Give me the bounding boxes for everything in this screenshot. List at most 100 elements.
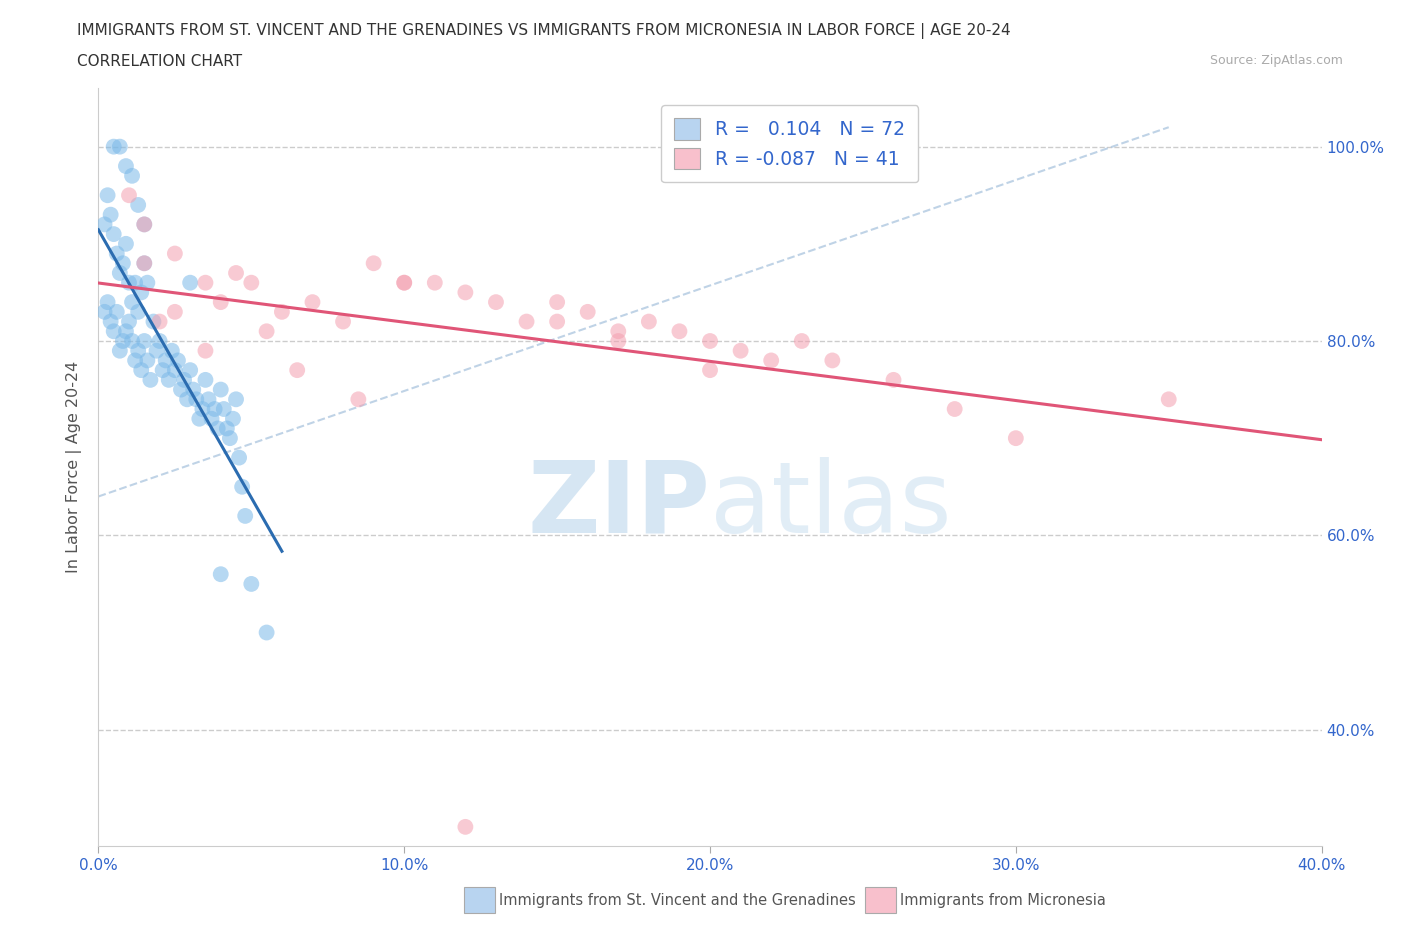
Point bbox=[233, 509, 256, 524]
Point bbox=[115, 236, 138, 251]
Text: atlas: atlas bbox=[710, 457, 952, 553]
Point bbox=[222, 411, 245, 426]
Point bbox=[134, 217, 156, 232]
Point bbox=[285, 363, 308, 378]
Point bbox=[546, 314, 568, 329]
Point bbox=[215, 421, 238, 436]
Point bbox=[103, 227, 125, 242]
Point bbox=[225, 392, 247, 406]
Point bbox=[301, 295, 323, 310]
Point bbox=[129, 285, 152, 299]
Point bbox=[240, 577, 263, 591]
Point bbox=[118, 314, 141, 329]
Point bbox=[546, 295, 568, 310]
Point bbox=[134, 334, 156, 349]
Point bbox=[204, 402, 226, 417]
Point bbox=[127, 343, 149, 358]
Point bbox=[256, 324, 278, 339]
Point bbox=[209, 566, 232, 581]
Point bbox=[108, 343, 131, 358]
Point bbox=[194, 372, 217, 387]
Point bbox=[485, 295, 508, 310]
Point bbox=[1157, 392, 1180, 406]
Point bbox=[111, 256, 134, 271]
Point bbox=[607, 334, 630, 349]
Point bbox=[155, 353, 177, 368]
Point bbox=[108, 140, 131, 154]
Point bbox=[454, 819, 477, 834]
Point bbox=[163, 363, 186, 378]
Point bbox=[197, 392, 219, 406]
Point bbox=[423, 275, 446, 290]
Point bbox=[231, 479, 253, 494]
Point bbox=[256, 625, 278, 640]
Text: IMMIGRANTS FROM ST. VINCENT AND THE GRENADINES VS IMMIGRANTS FROM MICRONESIA IN : IMMIGRANTS FROM ST. VINCENT AND THE GREN… bbox=[77, 23, 1011, 39]
Point bbox=[759, 353, 782, 368]
Point bbox=[730, 343, 752, 358]
Point bbox=[943, 402, 966, 417]
Point bbox=[699, 363, 721, 378]
Point bbox=[103, 324, 125, 339]
Point bbox=[176, 392, 198, 406]
Point bbox=[170, 382, 193, 397]
Point bbox=[139, 372, 162, 387]
Point bbox=[129, 363, 152, 378]
Point bbox=[100, 207, 122, 222]
Point bbox=[194, 275, 217, 290]
Point bbox=[105, 246, 128, 261]
Point bbox=[134, 256, 156, 271]
Point bbox=[225, 266, 247, 281]
Text: Immigrants from St. Vincent and the Grenadines: Immigrants from St. Vincent and the Gren… bbox=[499, 893, 856, 908]
Point bbox=[149, 334, 172, 349]
Point bbox=[97, 295, 120, 310]
Point bbox=[173, 372, 195, 387]
Point bbox=[179, 275, 201, 290]
Point bbox=[163, 246, 186, 261]
Point bbox=[194, 343, 217, 358]
Point bbox=[392, 275, 416, 290]
Point bbox=[699, 334, 721, 349]
Point bbox=[134, 217, 156, 232]
Point bbox=[181, 382, 204, 397]
Point bbox=[93, 217, 115, 232]
Point bbox=[127, 197, 149, 212]
Point bbox=[163, 304, 186, 319]
Point bbox=[118, 188, 141, 203]
Point bbox=[136, 275, 159, 290]
Point bbox=[454, 285, 477, 299]
Y-axis label: In Labor Force | Age 20-24: In Labor Force | Age 20-24 bbox=[66, 361, 83, 574]
Point bbox=[228, 450, 250, 465]
Point bbox=[115, 324, 138, 339]
Point bbox=[332, 314, 354, 329]
Point bbox=[668, 324, 690, 339]
Point bbox=[152, 363, 174, 378]
Text: ZIP: ZIP bbox=[527, 457, 710, 553]
Point bbox=[200, 411, 222, 426]
Legend: R =   0.104   N = 72, R = -0.087   N = 41: R = 0.104 N = 72, R = -0.087 N = 41 bbox=[661, 105, 918, 182]
Point bbox=[124, 275, 146, 290]
Point bbox=[121, 334, 143, 349]
Point bbox=[516, 314, 538, 329]
Text: Source: ZipAtlas.com: Source: ZipAtlas.com bbox=[1209, 54, 1343, 67]
Point bbox=[121, 168, 143, 183]
Text: Immigrants from Micronesia: Immigrants from Micronesia bbox=[900, 893, 1105, 908]
Point bbox=[347, 392, 370, 406]
Point bbox=[149, 314, 172, 329]
Point bbox=[607, 324, 630, 339]
Point bbox=[157, 372, 180, 387]
Point bbox=[97, 188, 120, 203]
Point bbox=[160, 343, 183, 358]
Point bbox=[134, 256, 156, 271]
Point bbox=[121, 295, 143, 310]
Point bbox=[188, 411, 211, 426]
Point bbox=[883, 372, 905, 387]
Point bbox=[145, 343, 167, 358]
Point bbox=[270, 304, 292, 319]
Point bbox=[93, 304, 115, 319]
Text: CORRELATION CHART: CORRELATION CHART bbox=[77, 54, 242, 69]
Point bbox=[124, 353, 146, 368]
Point bbox=[105, 304, 128, 319]
Point bbox=[209, 382, 232, 397]
Point bbox=[127, 304, 149, 319]
Point bbox=[115, 159, 138, 174]
